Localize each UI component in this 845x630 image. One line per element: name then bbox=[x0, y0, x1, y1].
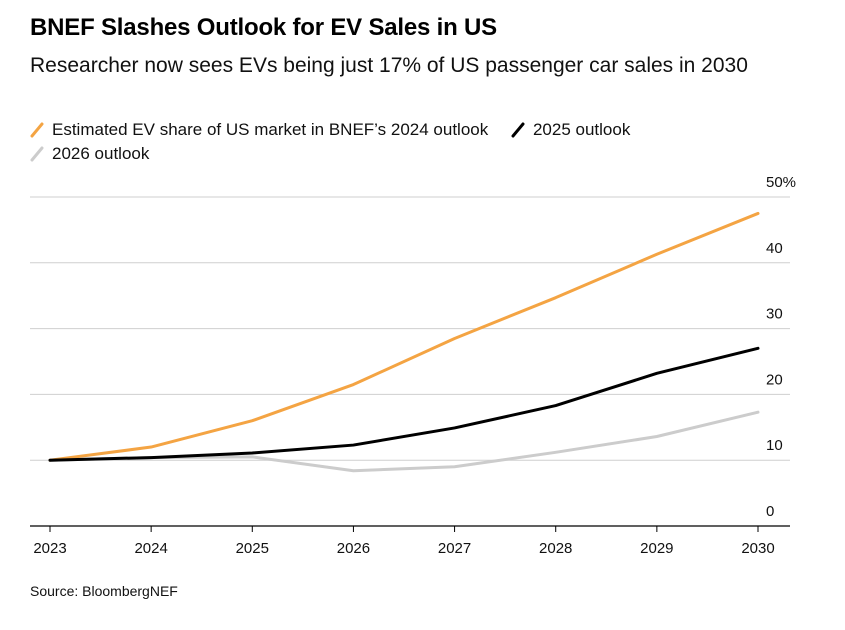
series-line-2 bbox=[48, 410, 760, 473]
legend-item-2025: 2025 outlook bbox=[511, 118, 630, 142]
legend-label-2024: Estimated EV share of US market in BNEF’… bbox=[52, 120, 489, 139]
legend-swatch-2026 bbox=[30, 146, 44, 162]
chart-title: BNEF Slashes Outlook for EV Sales in US bbox=[30, 14, 497, 41]
x-tick-label: 2028 bbox=[539, 540, 572, 557]
legend-swatch-2025 bbox=[511, 122, 525, 138]
y-tick-label: 50% bbox=[766, 174, 796, 191]
y-tick-label: 40 bbox=[766, 240, 783, 257]
source-note: Source: BloombergNEF bbox=[30, 583, 178, 599]
series-line-0 bbox=[48, 211, 760, 462]
legend-item-2026: 2026 outlook bbox=[30, 142, 149, 166]
x-tick-label: 2025 bbox=[236, 540, 269, 557]
legend-item-2024: Estimated EV share of US market in BNEF’… bbox=[30, 118, 488, 142]
x-tick-label: 2030 bbox=[741, 540, 774, 557]
x-tick-label: 2027 bbox=[438, 540, 471, 557]
chart-subtitle: Researcher now sees EVs being just 17% o… bbox=[30, 54, 748, 77]
x-tick-label: 2029 bbox=[640, 540, 673, 557]
chart-legend: Estimated EV share of US market in BNEF’… bbox=[30, 118, 810, 166]
legend-label-2025: 2025 outlook bbox=[532, 120, 631, 139]
y-tick-label: 0 bbox=[766, 503, 774, 520]
y-tick-label: 20 bbox=[766, 371, 783, 388]
legend-swatch-2024 bbox=[30, 122, 44, 138]
series-line-1 bbox=[48, 346, 760, 462]
legend-label-2026: 2026 outlook bbox=[52, 144, 150, 163]
x-tick-label: 2023 bbox=[33, 540, 66, 557]
x-tick-label: 2024 bbox=[134, 540, 167, 557]
y-tick-label: 30 bbox=[766, 306, 783, 323]
y-tick-label: 10 bbox=[766, 437, 783, 454]
x-tick-label: 2026 bbox=[337, 540, 370, 557]
